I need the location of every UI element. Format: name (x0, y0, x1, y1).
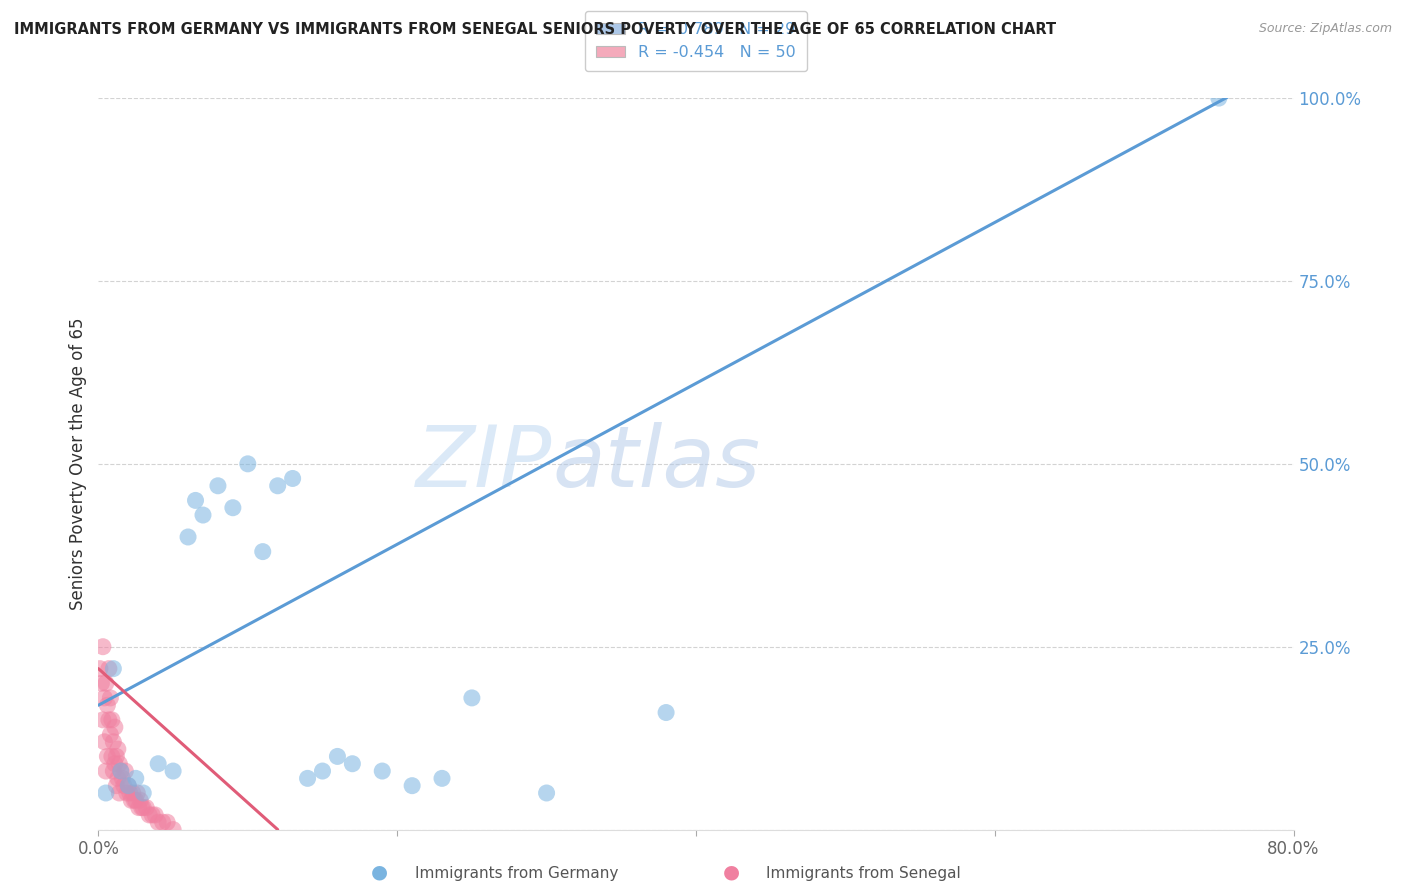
Point (138, 808, 160, 822)
Text: ●: ● (371, 863, 388, 881)
Point (342, 756, 364, 771)
Point (91, 640, 114, 654)
Point (110, 764, 132, 778)
Point (156, 815, 179, 830)
Point (177, 530, 200, 544)
Point (1208, 91, 1230, 105)
Point (94, 676, 117, 690)
Point (108, 786, 131, 800)
Point (127, 786, 149, 800)
Text: Source: ZipAtlas.com: Source: ZipAtlas.com (1258, 22, 1392, 36)
Point (94, 786, 117, 800)
Point (132, 786, 155, 800)
Point (105, 749, 128, 764)
Point (184, 493, 207, 508)
Point (207, 479, 229, 493)
Point (104, 756, 127, 771)
Point (311, 764, 333, 778)
Point (101, 749, 124, 764)
Point (93, 735, 115, 749)
Point (222, 500, 245, 515)
Point (105, 779, 128, 793)
Point (655, 706, 678, 720)
Point (125, 772, 148, 786)
Point (162, 764, 184, 778)
Point (112, 779, 135, 793)
Point (143, 808, 166, 822)
Point (124, 793, 146, 807)
Text: Immigrants from Germany: Immigrants from Germany (415, 866, 619, 881)
Point (132, 800, 155, 814)
Point (118, 786, 141, 800)
Point (96, 749, 118, 764)
Point (152, 815, 174, 830)
Point (103, 735, 125, 749)
Point (101, 713, 124, 727)
Text: ●: ● (723, 863, 740, 881)
Text: IMMIGRANTS FROM GERMANY VS IMMIGRANTS FROM SENEGAL SENIORS POVERTY OVER THE AGE : IMMIGRANTS FROM GERMANY VS IMMIGRANTS FR… (14, 22, 1056, 37)
Point (121, 786, 143, 800)
Point (96, 698, 118, 713)
Point (115, 786, 138, 800)
Point (191, 508, 214, 522)
Point (297, 772, 319, 786)
Point (371, 764, 394, 778)
Legend: R =  0.789   N = 29, R = -0.454   N = 50: R = 0.789 N = 29, R = -0.454 N = 50 (585, 11, 807, 71)
Text: atlas: atlas (553, 422, 761, 506)
Point (117, 779, 139, 793)
Point (128, 800, 150, 814)
Point (97, 662, 120, 676)
Y-axis label: Seniors Poverty Over the Age of 65: Seniors Poverty Over the Age of 65 (69, 318, 87, 610)
Point (131, 800, 153, 814)
Point (536, 786, 558, 800)
Point (267, 479, 290, 493)
Point (135, 800, 157, 814)
Point (107, 742, 129, 756)
Point (148, 815, 170, 830)
Point (117, 779, 139, 793)
Point (104, 720, 127, 734)
Point (141, 808, 163, 822)
Point (97, 713, 120, 727)
Point (108, 756, 131, 771)
Text: Immigrants from Senegal: Immigrants from Senegal (766, 866, 962, 881)
Point (110, 764, 132, 778)
Point (114, 764, 136, 778)
Point (461, 690, 484, 705)
Point (252, 544, 274, 558)
Point (98, 727, 122, 741)
Point (129, 793, 152, 807)
Point (107, 772, 129, 786)
Point (103, 764, 125, 778)
Point (93, 690, 115, 705)
Point (148, 756, 170, 771)
Text: ZIP: ZIP (416, 422, 553, 506)
Point (94, 764, 117, 778)
Point (103, 662, 125, 676)
Point (236, 457, 259, 471)
Point (401, 779, 423, 793)
Point (98, 690, 122, 705)
Point (91, 713, 114, 727)
Point (125, 793, 148, 807)
Point (326, 749, 349, 764)
Point (281, 471, 304, 485)
Point (162, 822, 184, 837)
Point (111, 772, 134, 786)
Point (89, 662, 111, 676)
Point (90, 676, 112, 690)
Point (430, 772, 453, 786)
Point (120, 793, 142, 807)
